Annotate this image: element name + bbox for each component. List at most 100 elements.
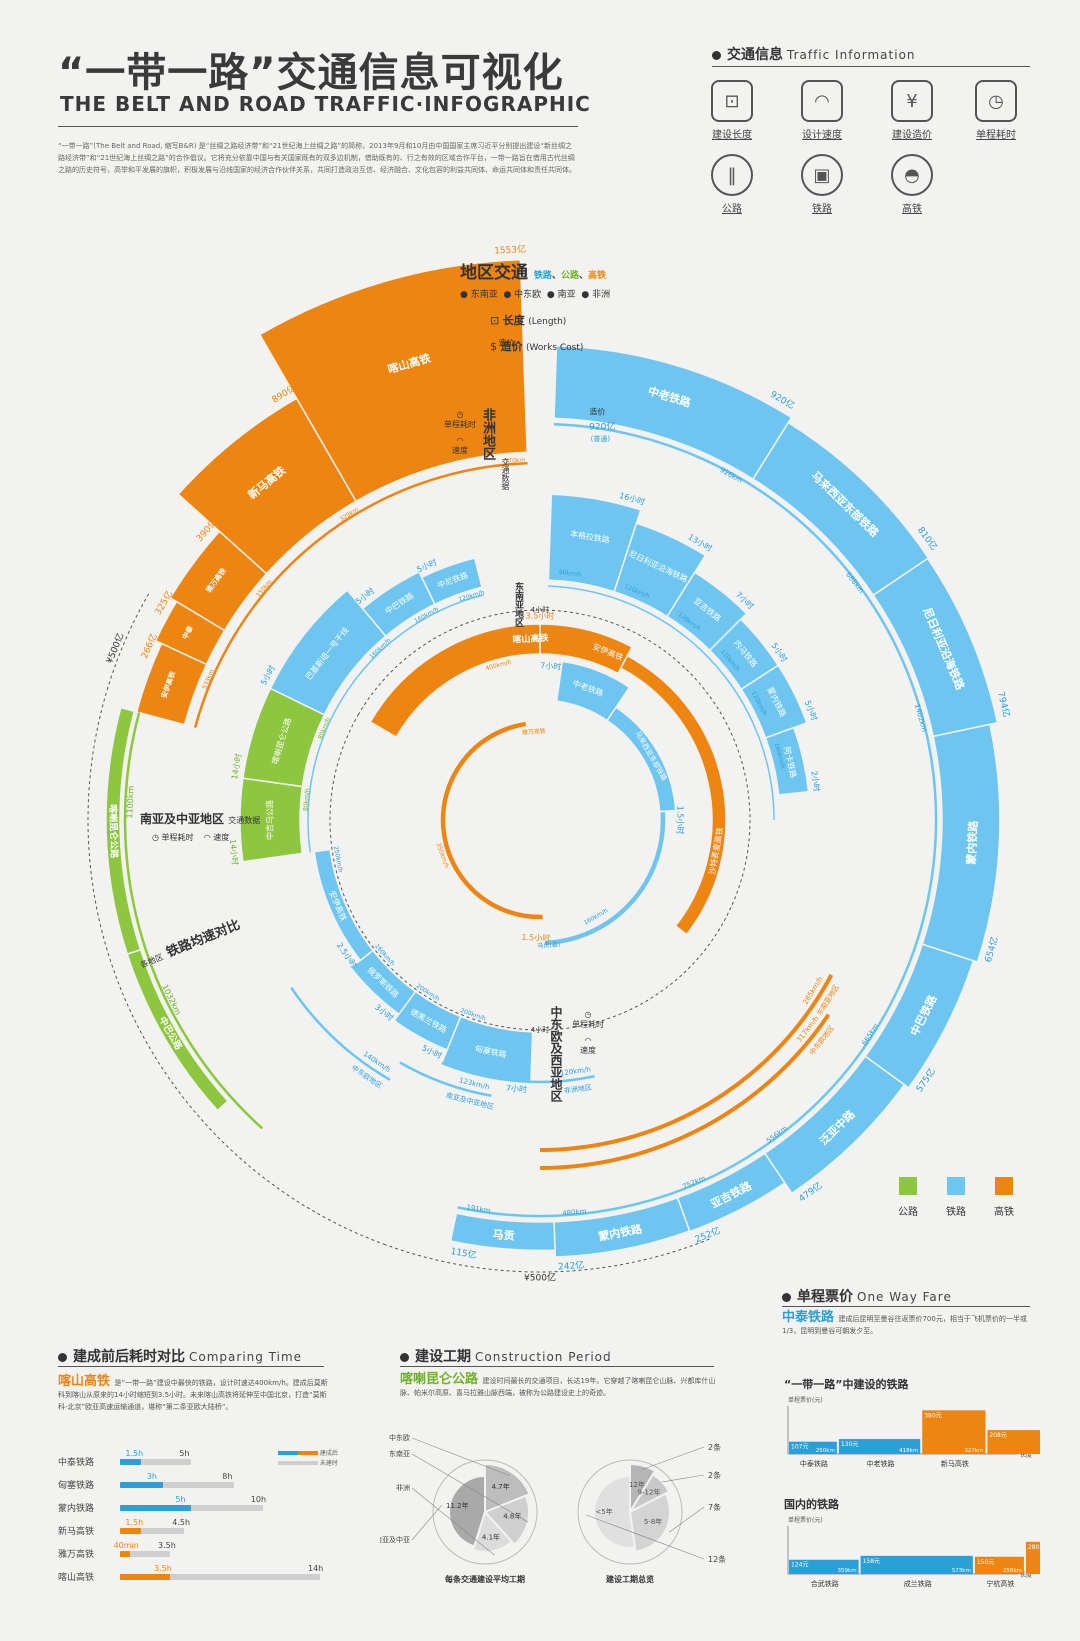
before-value: 5h [179,1449,190,1458]
construction-divider [400,1366,714,1367]
compare-time-row: 蒙内铁路 5h 10h [58,1493,328,1515]
pie-count: 2条 [708,1442,721,1452]
scale-circle [87,593,386,1246]
cost-bar [177,397,358,575]
fare-chart2: 单程票价(元) 长度 124元 359km 合武铁路 158元 573km 成兰铁路 150元 2… [787,1516,1040,1588]
speedometer-icon: ◠ [801,80,843,122]
bullet-icon [782,1292,791,1302]
before-value: 10h [250,1495,267,1504]
center-title: 地区交通 铁路、公路、高铁 [460,263,606,283]
compare-time-heading: 建成前后耗时对比 Comparing Time [58,1346,302,1366]
length-value: 770km [504,457,525,465]
fare-name: 宁杭高铁 [986,1579,1014,1588]
pie-value: 4.8年 [503,1511,521,1520]
pie-outline [432,1459,538,1565]
compare-time-row: 喀山高铁 3.5h 14h [58,1562,328,1584]
length-value: 1100km [125,785,135,818]
legend-label: 高铁 [994,1207,1014,1218]
fare-chart2-title: 国内的铁路 [784,1498,839,1511]
four-hour-label: 4小时 [531,605,549,614]
compare-time-name: 蒙内铁路 [58,1504,95,1514]
speed-compare-arc [441,1061,595,1084]
before-bar [120,1574,320,1580]
fare-y-axis-label: 单程票价(元) [788,1516,823,1524]
fare-desc: 中泰铁路 建成后昆明至曼谷往返票价700元，相当于飞机票价的一半或1/3，昆明到… [782,1310,1027,1335]
cost-right-label: 920亿 [589,420,615,432]
road-bar [126,948,229,1112]
fare-divider [782,1306,1030,1307]
fare-length: 250km [816,1448,835,1454]
sea-bar-label: 喀山高铁 [512,632,549,646]
fare-price: 380元 [924,1412,941,1419]
train-icon: ▣ [801,154,843,196]
fare-price: 280元 [1028,1544,1040,1551]
speed-compare-arc [290,987,391,1081]
legend-item: 铁路 [946,1177,966,1218]
construction-desc: 喀喇昆仑公路 建设时间最长的交通项目，长达19年。它穿越了喀喇昆仑山脉、兴都库什… [400,1372,716,1397]
scale-label: ¥500亿 [103,631,126,665]
pie-leader [641,1446,705,1470]
pie-label: 东南亚 [389,1449,410,1458]
fare-heading: 单程票价 One Way Fare [782,1286,952,1306]
tape-measure-icon: ⊡ [711,80,753,122]
stopwatch-icon: ◷ [584,1010,592,1019]
cost-value: 1553亿 [494,243,526,257]
pie-slice [593,1474,637,1549]
traffic-info-heading: 交通信息 Traffic Information [712,44,916,64]
center-regions: ● 东南亚 ● 中东欧 ● 南亚 ● 非洲 [460,290,611,300]
compare-time-name: 新马高铁 [58,1527,95,1537]
after-bar [120,1505,192,1511]
fare-price: 107元 [791,1444,808,1451]
africa-speed-arc [548,585,775,821]
pie-leader [411,1437,510,1476]
length-value: 191km [466,1203,491,1215]
traffic-info-item: ◷ 单程耗时 [964,80,1028,141]
intro-text: “一带一路”(The Belt and Road, 缩写B&R) 是“丝绸之路经… [58,142,576,174]
sea-rail-bar [543,810,667,947]
fare-price: 158元 [863,1558,880,1565]
compare-time-row: 匈塞铁路 3h 8h [58,1470,328,1492]
traffic-info-label: 铁路 [812,204,832,215]
cee-bar [313,848,374,962]
bullet-icon [400,1352,409,1362]
before-bar [120,1505,263,1511]
stopwatch-icon: ◷ [975,80,1017,122]
pie-label: 非洲 [396,1483,410,1492]
cost-bar [169,530,268,632]
speedometer-icon: ◠ [456,436,464,445]
compare-time-row: 雅万高铁 40min 3.5h [58,1539,328,1561]
pie-value: 11.2年 [446,1501,469,1510]
after-bar [120,1551,130,1557]
pie-value: 4.7年 [492,1482,510,1491]
stopwatch-icon: ◷ [456,410,464,419]
africa-bar [764,726,810,796]
sea-label: 东南亚地区 [513,582,523,627]
sea-bar-label: 雅万高铁 [522,727,547,737]
legend-swatch [995,1177,1013,1195]
fare-bar [789,1441,837,1454]
fare-name: 成兰铁路 [904,1579,932,1588]
compare-time-name: 喀山高铁 [58,1573,95,1583]
bullet-icon [712,50,721,60]
sea-hsr-bar [439,720,545,921]
road-length-arc [123,712,264,1130]
traffic-info-divider [712,66,1030,67]
cost-bar [258,259,528,503]
fare-bar [974,1556,1024,1574]
road-icon: ‖ [711,154,753,196]
before-bar [120,1459,192,1465]
fare-bar [987,1430,1040,1454]
pie-value: 9-12年 [638,1487,661,1496]
compare-time-name: 匈塞铁路 [58,1481,95,1491]
fare-name: 新马高铁 [941,1459,969,1468]
sea-hsr-bar [619,654,727,936]
after-bar [120,1482,163,1488]
after-bar [120,1528,142,1534]
south-asia-time: 14小时 [229,753,243,781]
compare-time-row: 新马高铁 1.5h 4.5h [58,1516,328,1538]
cost-caption: 造价 [499,338,515,348]
center-length-key: ⊡ 长度 (Length) [490,314,567,327]
road-bar-label: 喀喇昆仑公路 [107,804,120,859]
pie-count: 12条 [708,1554,726,1564]
money-bag-icon: $ [490,340,497,353]
